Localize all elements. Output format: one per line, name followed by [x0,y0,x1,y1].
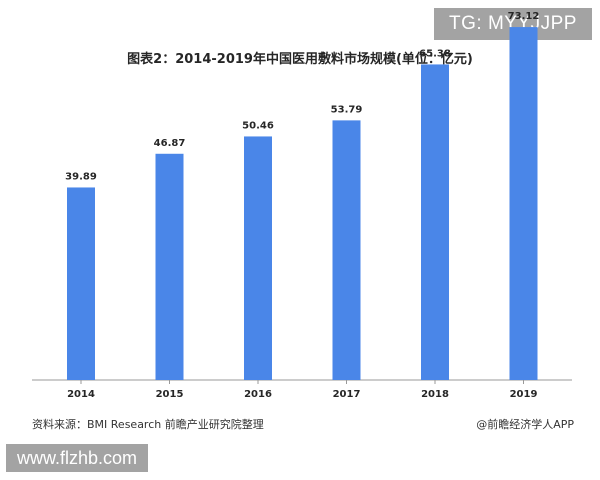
bar-2018 [421,64,449,381]
x-tick-label-2018: 2018 [421,389,449,400]
data-label-2015: 46.87 [154,138,186,149]
data-label-2019: 73.12 [508,11,540,22]
x-tick-label-2014: 2014 [67,389,95,400]
data-label-2017: 53.79 [331,104,363,115]
x-tick-label-2019: 2019 [510,389,538,400]
data-label-2016: 50.46 [242,120,274,131]
x-tick-label-2015: 2015 [156,389,184,400]
source-note: 资料来源：BMI Research 前瞻产业研究院整理 [32,418,264,431]
bar-2016 [244,136,272,380]
data-label-2014: 39.89 [65,171,97,182]
data-label-2018: 65.38 [419,48,451,59]
x-tick-label-2016: 2016 [244,389,272,400]
bar-2014 [67,187,95,380]
credit-note: @前瞻经济学人APP [476,418,574,431]
bar-2015 [155,153,184,380]
bar-2017 [332,120,361,380]
watermark-badge-bottom: www.flzhb.com [6,444,148,472]
chart-title: 图表2：2014-2019年中国医用敷料市场规模(单位：亿元) [127,52,473,67]
x-tick-label-2017: 2017 [333,389,361,400]
bar-2019 [509,27,538,381]
